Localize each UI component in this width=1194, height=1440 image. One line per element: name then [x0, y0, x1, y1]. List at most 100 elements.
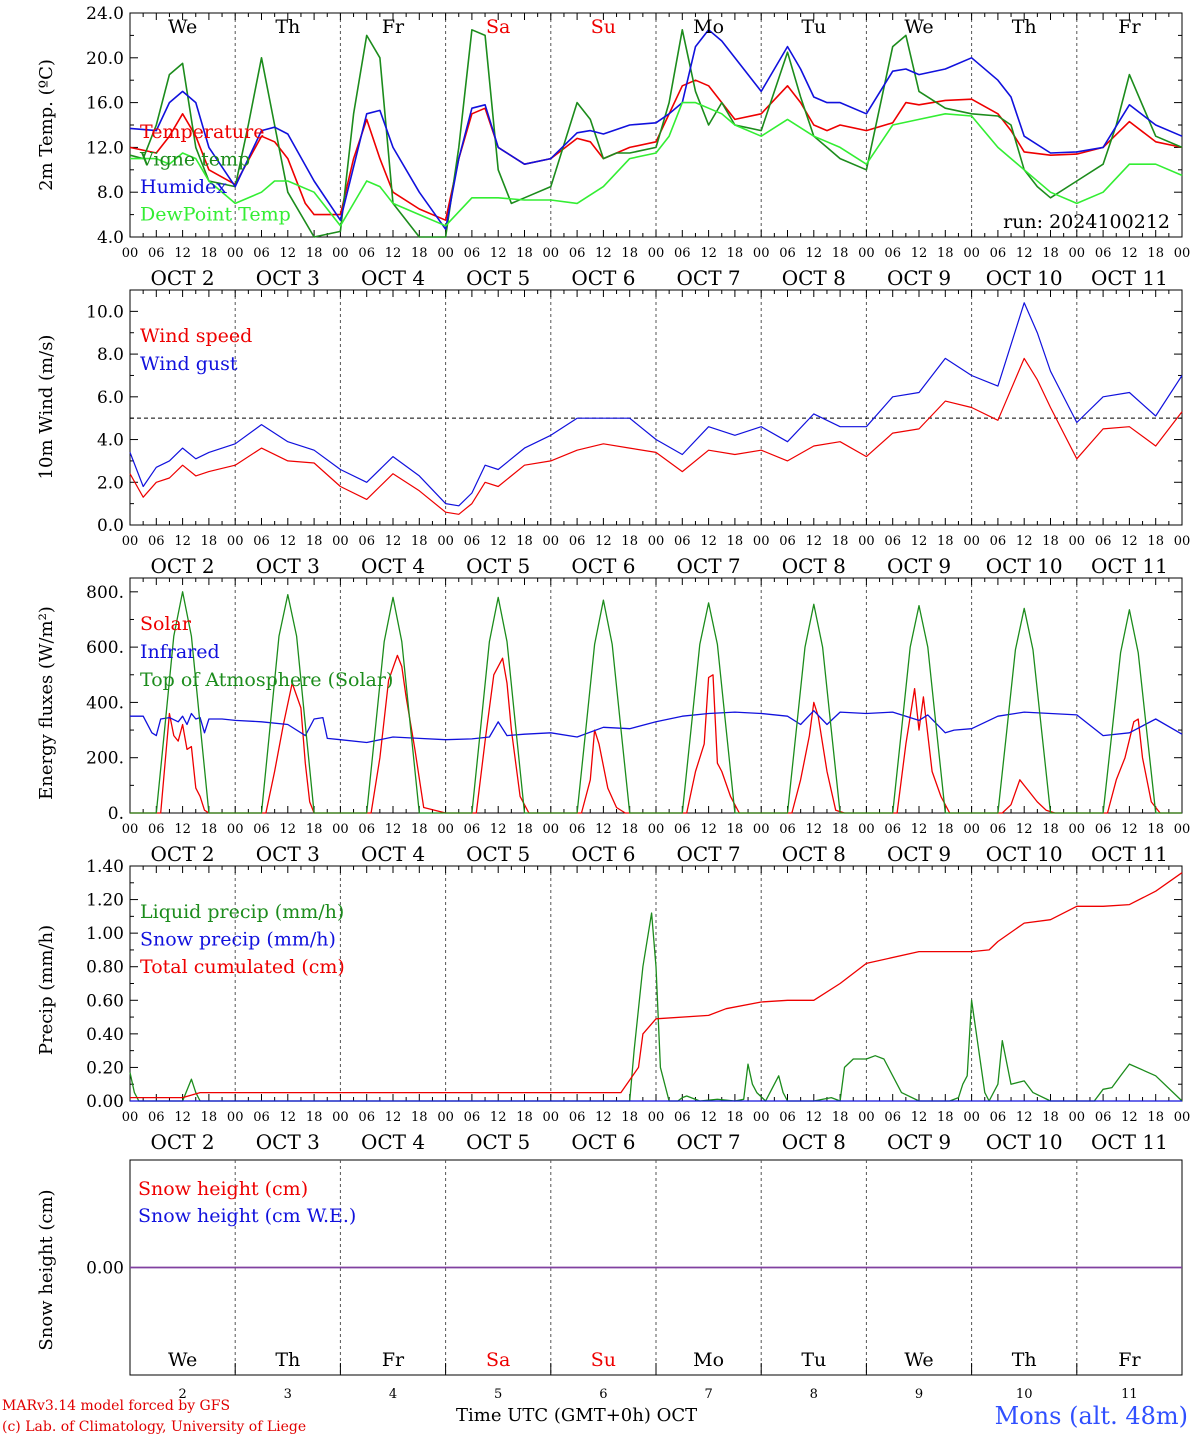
- legend-entry: Total cumulated (cm): [140, 956, 345, 978]
- hour-label: 12: [1016, 822, 1033, 837]
- hour-label: 18: [832, 1110, 849, 1125]
- hour-label: 18: [306, 246, 323, 261]
- date-label: OCT 5: [466, 1130, 530, 1154]
- date-label: OCT 8: [782, 1130, 846, 1154]
- hour-label: 00: [543, 534, 560, 549]
- day-number: 6: [599, 1387, 607, 1402]
- date-label: OCT 2: [151, 266, 215, 290]
- hour-label: 00: [858, 822, 875, 837]
- date-label: OCT 10: [986, 1130, 1063, 1154]
- hour-label: 12: [911, 1110, 928, 1125]
- hour-label: 18: [937, 534, 954, 549]
- hour-label: 00: [963, 246, 980, 261]
- hour-label: 00: [648, 1110, 665, 1125]
- hour-label: 06: [464, 246, 481, 261]
- y-tick-label: 20.0: [86, 49, 124, 69]
- hour-label: 00: [332, 534, 349, 549]
- date-label: OCT 11: [1091, 554, 1168, 578]
- hour-label: 00: [227, 246, 244, 261]
- hour-label: 18: [201, 534, 218, 549]
- hour-label: 06: [674, 246, 691, 261]
- hour-label: 12: [1016, 534, 1033, 549]
- hour-label: 18: [727, 822, 744, 837]
- weekday-label: We: [904, 16, 933, 38]
- y-tick-label: 10.0: [86, 302, 124, 322]
- legend-entry: Wind gust: [140, 353, 238, 375]
- y-tick-label: 1.40: [86, 857, 124, 877]
- run-label: run: 2024100212: [1003, 211, 1170, 233]
- hour-label: 06: [884, 534, 901, 549]
- hour-label: 12: [490, 1110, 507, 1125]
- weekday-label: Th: [1012, 16, 1037, 38]
- y-axis-label: 10m Wind (m/s): [36, 335, 57, 480]
- weekday-label: Fr: [382, 1349, 405, 1371]
- hour-label: 00: [227, 1110, 244, 1125]
- hour-label: 06: [569, 246, 586, 261]
- legend-entry: Temperature: [140, 121, 264, 143]
- y-tick-label: 16.0: [86, 94, 124, 114]
- weekday-label: Mo: [693, 16, 724, 38]
- hour-label: 18: [727, 246, 744, 261]
- y-tick-label: 1.00: [86, 924, 124, 944]
- y-tick-label: 1.20: [86, 891, 124, 911]
- hour-label: 06: [148, 822, 165, 837]
- hour-label: 12: [700, 822, 717, 837]
- date-label: OCT 9: [887, 1130, 951, 1154]
- hour-label: 06: [990, 1110, 1007, 1125]
- hour-label: 18: [621, 246, 638, 261]
- hour-label: 06: [358, 1110, 375, 1125]
- hour-label: 00: [858, 1110, 875, 1125]
- hour-label: 06: [253, 246, 270, 261]
- hour-label: 00: [1069, 822, 1086, 837]
- hour-label: 06: [253, 1110, 270, 1125]
- weekday-label: Su: [591, 16, 616, 38]
- hour-label: 06: [569, 822, 586, 837]
- hour-label: 00: [648, 534, 665, 549]
- date-label: OCT 4: [361, 266, 425, 290]
- hour-label: 18: [1147, 246, 1164, 261]
- hour-label: 18: [832, 534, 849, 549]
- hour-label: 06: [1095, 822, 1112, 837]
- y-tick-label: 0.: [108, 804, 124, 824]
- y-tick-label: 0.40: [86, 1025, 124, 1045]
- weekday-label: We: [168, 1349, 197, 1371]
- hour-label: 18: [727, 1110, 744, 1125]
- y-tick-label: 0.00: [86, 1092, 124, 1112]
- date-label: OCT 5: [466, 842, 530, 866]
- y-tick-label: 400.: [86, 693, 124, 713]
- hour-label: 06: [674, 822, 691, 837]
- date-label: OCT 8: [782, 554, 846, 578]
- hour-label: 00: [227, 534, 244, 549]
- weekday-label: Sa: [486, 16, 510, 38]
- hour-label: 12: [700, 246, 717, 261]
- date-label: OCT 8: [782, 842, 846, 866]
- hour-label: 12: [911, 534, 928, 549]
- hour-label: 06: [990, 534, 1007, 549]
- hour-label: 18: [621, 822, 638, 837]
- y-axis-label: Energy fluxes (W/m²): [36, 606, 57, 800]
- hour-label: 00: [332, 246, 349, 261]
- hour-label: 06: [253, 534, 270, 549]
- hour-label: 12: [1016, 1110, 1033, 1125]
- hour-label: 12: [1016, 246, 1033, 261]
- hour-label: 00: [437, 1110, 454, 1125]
- series-line-top-of-atmosphere-solar: [130, 591, 1182, 814]
- hour-label: 00: [122, 534, 139, 549]
- hour-label: 18: [411, 1110, 428, 1125]
- hour-label: 06: [148, 246, 165, 261]
- date-label: OCT 6: [571, 266, 635, 290]
- hour-label: 18: [411, 246, 428, 261]
- hour-label: 12: [385, 822, 402, 837]
- y-tick-label: 0.60: [86, 991, 124, 1011]
- date-label: OCT 4: [361, 842, 425, 866]
- hour-label: 00: [1174, 534, 1191, 549]
- y-tick-label: 600.: [86, 638, 124, 658]
- hour-label: 12: [280, 822, 297, 837]
- y-tick-label: 6.0: [97, 388, 124, 408]
- hour-label: 06: [884, 822, 901, 837]
- date-label: OCT 7: [677, 842, 741, 866]
- hour-label: 18: [411, 534, 428, 549]
- date-label: OCT 3: [256, 266, 320, 290]
- weekday-label: Th: [1012, 1349, 1037, 1371]
- hour-label: 12: [280, 1110, 297, 1125]
